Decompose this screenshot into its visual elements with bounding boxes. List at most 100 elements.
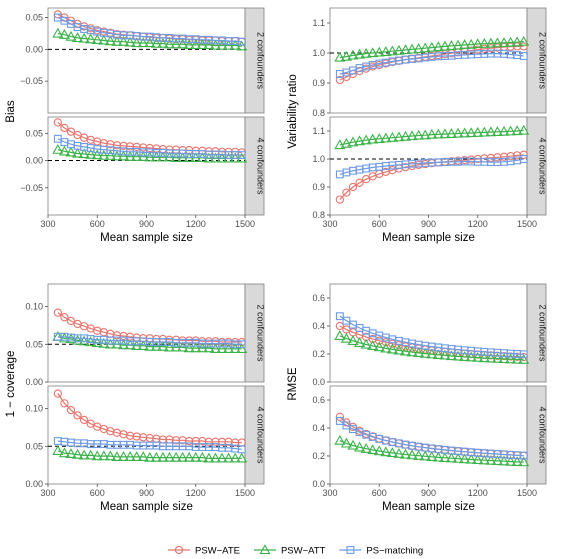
data-point: [439, 452, 451, 462]
data-point: [367, 133, 379, 144]
data-point: [367, 47, 379, 58]
data-point: [98, 34, 110, 45]
data-point: [518, 354, 530, 364]
data-point: [209, 39, 221, 50]
series-line: [57, 16, 242, 43]
data-point: [216, 343, 228, 353]
x-tick-label: 1200: [468, 488, 488, 498]
data-point: [131, 151, 143, 161]
data-point: [452, 452, 464, 463]
y-axis-title: RMSE: [287, 367, 299, 401]
legend-marker: [174, 545, 184, 555]
legend-label: PSW−ATE: [195, 546, 240, 557]
facet-strip: [526, 283, 547, 383]
x-tick-label: 300: [40, 488, 55, 498]
data-point: [58, 145, 70, 156]
data-point: [465, 127, 477, 138]
data-point: [137, 451, 149, 461]
data-point: [183, 451, 195, 462]
data-point: [478, 126, 490, 137]
chart-variability-ratio: 2 confounders 0.8 0.9 1.0 1.1 4 confounders 0.…: [287, 7, 548, 244]
data-point: [426, 451, 438, 461]
data-point: [459, 351, 471, 361]
data-point: [224, 437, 233, 446]
data-point: [335, 312, 344, 321]
data-point: [499, 152, 509, 161]
x-tick-label: 1500: [517, 488, 537, 498]
x-tick-label: 300: [322, 488, 337, 498]
data-point: [125, 431, 135, 440]
data-point: [335, 195, 344, 204]
series-line: [57, 138, 242, 156]
legend-label: PS−matching: [366, 546, 423, 557]
data-point: [373, 133, 385, 143]
data-point: [150, 451, 162, 462]
data-point: [223, 343, 235, 353]
data-point: [480, 44, 489, 53]
data-point: [91, 337, 103, 347]
y-tick-label: 0.10: [25, 404, 43, 414]
y-tick-label: 0.4: [312, 321, 325, 331]
data-point: [445, 350, 458, 361]
data-point: [380, 342, 392, 353]
data-point: [505, 353, 517, 364]
data-point: [163, 38, 176, 49]
facet-strip: [244, 283, 265, 383]
data-point: [170, 341, 182, 352]
data-point: [236, 343, 248, 353]
data-point: [340, 50, 352, 61]
series-line: [57, 440, 242, 450]
data-point: [72, 334, 84, 345]
y-tick-label: 1.1: [312, 126, 325, 136]
data-point: [465, 453, 477, 464]
x-tick-label: 1200: [186, 219, 206, 229]
data-point: [472, 126, 484, 137]
data-point: [60, 123, 69, 133]
data-point: [203, 342, 215, 353]
data-point: [367, 340, 379, 351]
series-line: [339, 315, 524, 355]
data-point: [465, 38, 477, 49]
data-point: [66, 127, 76, 136]
panel-background: [329, 283, 528, 383]
x-tick-label: 1200: [186, 488, 206, 498]
data-point: [439, 349, 451, 360]
data-point: [236, 452, 248, 463]
data-point: [506, 152, 515, 161]
data-point: [144, 151, 156, 162]
data-point: [163, 341, 176, 352]
legend-item-ps-matching: PS−matching: [339, 546, 423, 557]
facet-strip-label: 2 confounders: [256, 304, 266, 362]
data-point: [60, 313, 69, 322]
data-point: [340, 437, 352, 448]
data-point: [373, 46, 385, 57]
data-point: [196, 39, 208, 50]
data-point: [473, 45, 482, 54]
y-axis-title: Bias: [5, 100, 17, 123]
data-point: [177, 451, 189, 462]
x-tick-label: 1500: [235, 488, 255, 498]
data-point: [498, 353, 510, 364]
legend: PSW−ATE PSW−ATT PS−matching: [168, 544, 423, 557]
data-point: [53, 118, 62, 127]
x-tick-label: 600: [90, 219, 105, 229]
facet-strip: [244, 385, 265, 485]
y-tick-label: 0.10: [25, 302, 43, 312]
data-point: [104, 35, 116, 46]
data-point: [465, 351, 477, 362]
data-point: [185, 436, 194, 446]
data-point: [58, 447, 70, 458]
series-ps-matching: [335, 49, 528, 78]
data-point: [367, 444, 379, 455]
data-point: [335, 412, 344, 421]
series-line: [339, 52, 524, 75]
series-psw-att: [52, 445, 248, 463]
data-point: [519, 155, 528, 163]
data-point: [519, 350, 528, 359]
data-point: [98, 450, 110, 461]
data-point: [347, 49, 359, 60]
data-point: [334, 51, 346, 62]
data-point: [66, 405, 76, 415]
data-point: [472, 38, 484, 49]
series-line: [339, 420, 524, 457]
